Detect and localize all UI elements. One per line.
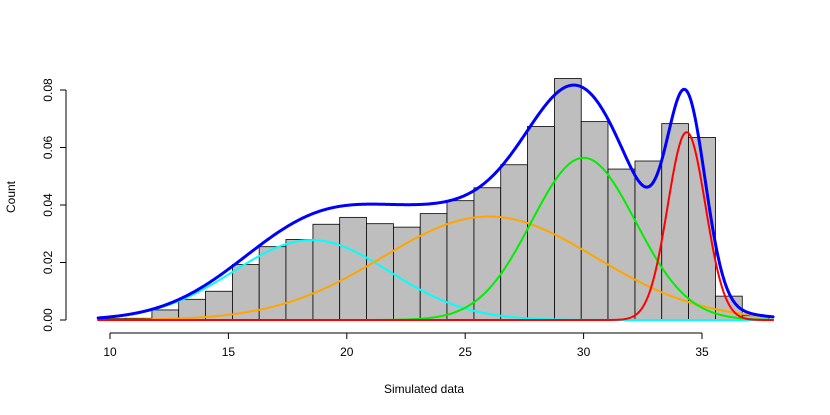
histogram-bar (393, 226, 421, 321)
histogram-bar (661, 123, 689, 321)
x-tick-label: 25 (459, 345, 473, 359)
histogram-bar (312, 223, 341, 321)
x-tick-label: 15 (222, 345, 236, 359)
histogram-bar (580, 121, 609, 321)
x-axis-title: Simulated data (384, 382, 464, 396)
x-tick-label: 30 (577, 345, 591, 359)
mixture-curve (96, 83, 775, 320)
y-axis: 0.00 0.02 0.04 0.06 0.08 (41, 78, 67, 332)
x-tick-label: 10 (103, 345, 117, 359)
histogram-bar (554, 78, 582, 321)
component-curve (97, 215, 775, 321)
x-tick-label: 20 (340, 345, 354, 359)
y-tick-label: 0.02 (41, 250, 55, 274)
y-axis-title: Count (4, 180, 18, 213)
density-curves (96, 83, 775, 321)
y-tick-label: 0.08 (41, 78, 55, 102)
histogram-bar (285, 239, 314, 321)
x-axis: 10 15 20 25 30 35 (103, 332, 709, 359)
component-curve (97, 239, 775, 321)
x-tick-label: 35 (695, 345, 709, 359)
histogram-bar (500, 164, 528, 321)
histogram-bar (607, 168, 636, 321)
y-tick-label: 0.00 (41, 308, 55, 332)
y-tick-label: 0.06 (41, 135, 55, 159)
y-tick-label: 0.04 (41, 193, 55, 217)
histogram-bars (97, 78, 770, 321)
component-curve (97, 131, 775, 321)
